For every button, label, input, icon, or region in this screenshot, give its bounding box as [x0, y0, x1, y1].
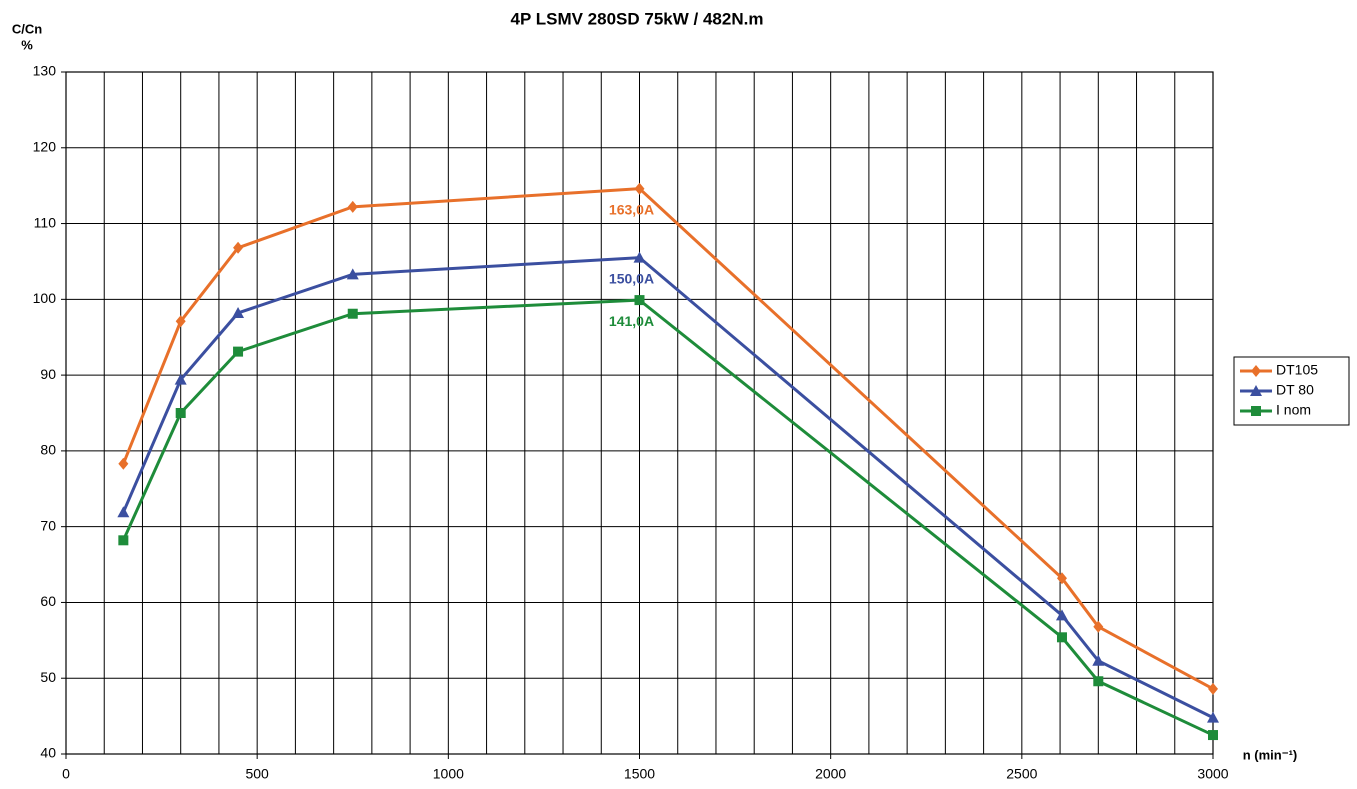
marker: [1208, 682, 1218, 695]
y-tick-label: 50: [40, 669, 56, 685]
marker: [174, 373, 187, 385]
marker: [1208, 730, 1218, 741]
y-axis-label: C/Cn: [12, 21, 42, 36]
y-tick-label: 60: [40, 593, 56, 609]
legend-label: I nom: [1276, 402, 1311, 418]
marker: [1250, 385, 1262, 396]
marker: [118, 535, 129, 546]
marker: [1092, 654, 1105, 666]
x-tick-label: 2500: [1006, 766, 1037, 782]
marker: [232, 306, 245, 318]
y-tick-label: 120: [33, 138, 57, 154]
marker: [233, 346, 244, 357]
marker: [347, 200, 358, 213]
y-tick-label: 90: [40, 366, 56, 382]
marker: [1056, 632, 1067, 643]
peak-label: 141,0A: [609, 313, 654, 329]
marker: [1093, 620, 1104, 633]
chart-title: 4P LSMV 280SD 75kW / 482N.m: [511, 9, 764, 28]
marker: [118, 457, 129, 470]
marker: [1207, 711, 1219, 723]
marker: [634, 295, 645, 306]
marker: [634, 182, 645, 195]
marker: [1093, 676, 1104, 687]
marker: [347, 308, 358, 319]
marker: [233, 241, 244, 254]
x-axis-label: n (min⁻¹): [1243, 747, 1298, 762]
x-tick-label: 1000: [433, 766, 464, 782]
marker: [1056, 572, 1067, 585]
legend-label: DT 80: [1276, 382, 1314, 398]
x-tick-label: 3000: [1197, 766, 1228, 782]
y-axis-label: %: [21, 37, 33, 52]
y-tick-label: 70: [40, 517, 56, 533]
marker: [346, 268, 359, 280]
x-tick-label: 2000: [815, 766, 846, 782]
marker: [175, 408, 186, 418]
y-tick-label: 80: [40, 442, 56, 458]
legend-label: DT105: [1276, 362, 1318, 378]
plot-frame: [65, 71, 1214, 755]
x-tick-label: 500: [245, 766, 269, 782]
marker: [175, 315, 186, 328]
y-tick-label: 130: [33, 63, 57, 79]
y-tick-label: 40: [40, 745, 56, 761]
x-tick-label: 1500: [624, 766, 655, 782]
x-tick-label: 0: [62, 766, 70, 782]
marker: [1251, 365, 1261, 377]
series-line: [121, 256, 1214, 719]
y-tick-label: 100: [33, 290, 57, 306]
series-line: [121, 187, 1214, 691]
series-line: [121, 298, 1214, 737]
peak-label: 150,0A: [609, 270, 654, 286]
marker: [1251, 406, 1261, 416]
marker: [1055, 609, 1068, 621]
y-tick-label: 110: [34, 214, 57, 230]
marker: [633, 251, 646, 263]
marker: [117, 506, 130, 518]
peak-label: 163,0A: [609, 201, 654, 217]
